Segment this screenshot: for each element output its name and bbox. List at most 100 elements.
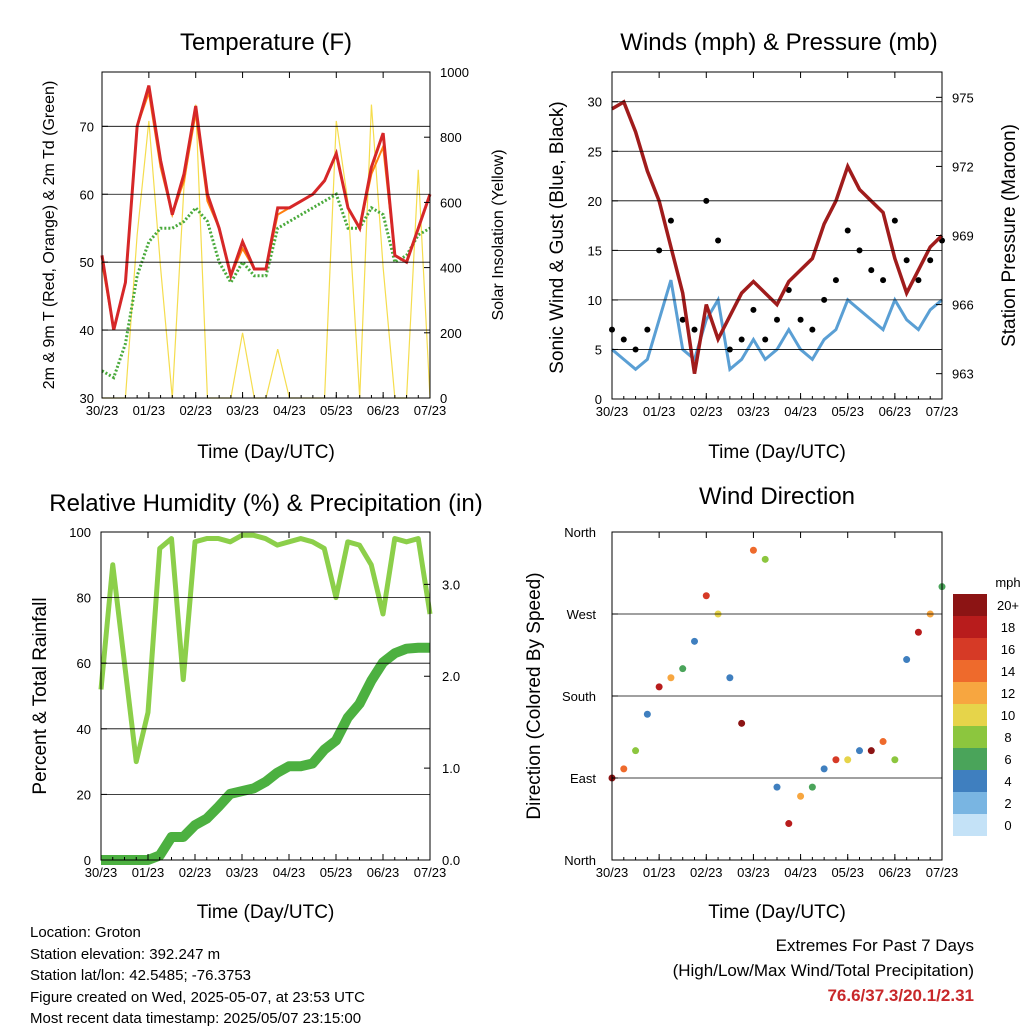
colorbar-label: 12 bbox=[1001, 686, 1015, 701]
gust-point bbox=[644, 327, 650, 333]
x-axis-label: Time (Day/UTC) bbox=[708, 442, 846, 463]
x-tick-label: 01/23 bbox=[643, 865, 676, 880]
temp-9m-series bbox=[102, 92, 430, 330]
gust-point bbox=[809, 327, 815, 333]
y-tick-label: 30 bbox=[588, 95, 602, 110]
colorbar-swatch bbox=[953, 704, 987, 726]
y-tick-label: 50 bbox=[80, 255, 94, 270]
x-tick-label: 03/23 bbox=[737, 404, 770, 419]
y-axis-label: Direction (Colored By Speed) bbox=[524, 572, 545, 819]
direction-point bbox=[632, 747, 639, 754]
y2-tick-label: 0 bbox=[440, 391, 447, 406]
gust-point bbox=[833, 277, 839, 283]
y-tick-label: East bbox=[570, 771, 596, 786]
x-tick-label: 02/23 bbox=[179, 865, 212, 880]
temperature-panel: 30/23 01/23 02/23 03/23 04/23 05/23 06/23 07/23… bbox=[41, 29, 507, 463]
y-tick-label: 30 bbox=[80, 391, 94, 406]
y-tick-label: 15 bbox=[588, 243, 602, 258]
direction-point bbox=[856, 747, 863, 754]
gust-point bbox=[880, 277, 886, 283]
x-tick-label: 04/23 bbox=[273, 403, 306, 418]
y-axis-label: Percent & Total Rainfall bbox=[30, 597, 51, 794]
direction-point bbox=[797, 793, 804, 800]
x-tick-label: 04/23 bbox=[784, 404, 817, 419]
y-tick-label: 25 bbox=[588, 144, 602, 159]
x-tick-label: 02/23 bbox=[690, 865, 723, 880]
y-tick-label: North bbox=[564, 853, 596, 868]
x-tick-label: 02/23 bbox=[179, 403, 212, 418]
y2-tick-label: 972 bbox=[952, 159, 974, 174]
wind-direction-panel: 30/23 01/23 02/23 03/23 04/23 05/23 06/23 07/23… bbox=[524, 483, 1021, 923]
y-axis-label: Sonic Wind & Gust (Blue, Black) bbox=[547, 101, 568, 373]
y2-tick-label: 2.0 bbox=[442, 669, 460, 684]
direction-point bbox=[809, 784, 816, 791]
y-tick-label: 100 bbox=[69, 525, 91, 540]
gust-point bbox=[739, 337, 745, 343]
direction-point bbox=[832, 756, 839, 763]
x-tick-label: 03/23 bbox=[226, 403, 259, 418]
y2-tick-label: 200 bbox=[440, 326, 462, 341]
x-tick-label: 04/23 bbox=[784, 865, 817, 880]
y-tick-label: 20 bbox=[588, 194, 602, 209]
colorbar-swatch bbox=[953, 770, 987, 792]
direction-point bbox=[656, 683, 663, 690]
y-tick-label: 0 bbox=[84, 853, 91, 868]
temp-2m-series bbox=[102, 86, 430, 331]
colorbar-label: 10 bbox=[1001, 708, 1015, 723]
gust-point bbox=[915, 277, 921, 283]
gust-point bbox=[692, 327, 698, 333]
colorbar-label: 6 bbox=[1004, 752, 1011, 767]
y-axis-label: 2m & 9m T (Red, Orange) & 2m Td (Green) bbox=[41, 81, 58, 390]
direction-point bbox=[679, 665, 686, 672]
colorbar-label: 0 bbox=[1004, 818, 1011, 833]
extremes-values: 76.6/37.3/20.1/2.31 bbox=[673, 983, 974, 1008]
direction-point bbox=[703, 592, 710, 599]
x-tick-label: 06/23 bbox=[367, 865, 400, 880]
y2-tick-label: 3.0 bbox=[442, 577, 460, 592]
y-tick-label: 80 bbox=[77, 591, 91, 606]
gust-point bbox=[845, 228, 851, 234]
y2-tick-label: 400 bbox=[440, 261, 462, 276]
extremes-box: Extremes For Past 7 Days (High/Low/Max W… bbox=[673, 933, 974, 1008]
y2-tick-label: 975 bbox=[952, 90, 974, 105]
gust-point bbox=[868, 267, 874, 273]
colorbar-swatch bbox=[953, 594, 987, 616]
y2-tick-label: 800 bbox=[440, 130, 462, 145]
x-tick-label: 03/23 bbox=[226, 865, 259, 880]
figure: 30/23 01/23 02/23 03/23 04/23 05/23 06/23 07/23… bbox=[0, 0, 1024, 1024]
elevation-text: Station elevation: 392.247 m bbox=[30, 944, 365, 966]
y-tick-label: 0 bbox=[595, 392, 602, 407]
x-tick-label: 05/23 bbox=[320, 403, 353, 418]
y2-tick-label: 969 bbox=[952, 229, 974, 244]
y2-tick-label: 1000 bbox=[440, 65, 469, 80]
x-axis-label: Time (Day/UTC) bbox=[708, 902, 846, 923]
x-tick-label: 03/23 bbox=[737, 865, 770, 880]
y-tick-label: 40 bbox=[80, 323, 94, 338]
colorbar-label: 16 bbox=[1001, 642, 1015, 657]
y-tick-label: 60 bbox=[77, 656, 91, 671]
extremes-subtitle: (High/Low/Max Wind/Total Precipitation) bbox=[673, 958, 974, 983]
gust-point bbox=[904, 257, 910, 263]
y2-axis-label: Station Pressure (Maroon) bbox=[999, 124, 1020, 347]
chart-title: Wind Direction bbox=[699, 483, 855, 510]
gust-point bbox=[762, 337, 768, 343]
latlon-text: Station lat/lon: 42.5485; -76.3753 bbox=[30, 965, 365, 987]
y-tick-label: 10 bbox=[588, 293, 602, 308]
wind-series bbox=[612, 280, 942, 369]
colorbar-label: 8 bbox=[1004, 730, 1011, 745]
gust-point bbox=[927, 257, 933, 263]
recent-text: Most recent data timestamp: 2025/05/07 2… bbox=[30, 1008, 365, 1030]
direction-point bbox=[620, 765, 627, 772]
colorbar-swatch bbox=[953, 660, 987, 682]
humidity-precip-panel: 30/23 01/23 02/23 03/23 04/23 05/23 06/23 07/23… bbox=[30, 490, 483, 923]
x-tick-label: 01/23 bbox=[133, 403, 166, 418]
extremes-title: Extremes For Past 7 Days bbox=[673, 933, 974, 958]
gust-point bbox=[715, 237, 721, 243]
gust-point bbox=[750, 307, 756, 313]
dewpoint-series bbox=[102, 194, 430, 377]
x-axis-label: Time (Day/UTC) bbox=[197, 902, 335, 923]
chart-title: Winds (mph) & Pressure (mb) bbox=[620, 29, 937, 56]
y-tick-label: 40 bbox=[77, 722, 91, 737]
colorbar-label: 4 bbox=[1004, 774, 1011, 789]
colorbar-label: 14 bbox=[1001, 664, 1015, 679]
